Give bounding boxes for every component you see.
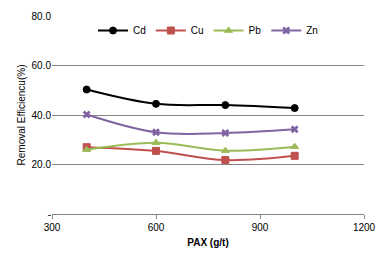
svg-text:40.0: 40.0 xyxy=(32,110,52,121)
svg-text:Pb: Pb xyxy=(249,25,262,36)
svg-text:80.0: 80.0 xyxy=(32,11,52,22)
svg-text:Cd: Cd xyxy=(133,25,146,36)
svg-text:Removal Efficiencu(%): Removal Efficiencu(%) xyxy=(16,65,27,166)
svg-text:300: 300 xyxy=(44,222,61,233)
svg-text:600: 600 xyxy=(148,222,165,233)
svg-text:900: 900 xyxy=(252,222,269,233)
svg-text:PAX (g/t): PAX (g/t) xyxy=(187,237,228,248)
svg-text:-: - xyxy=(48,209,51,220)
svg-text:60.0: 60.0 xyxy=(32,60,52,71)
svg-text:Cu: Cu xyxy=(191,25,204,36)
svg-text:1200: 1200 xyxy=(353,222,376,233)
svg-text:Zn: Zn xyxy=(306,25,318,36)
svg-text:20.0: 20.0 xyxy=(32,159,52,170)
